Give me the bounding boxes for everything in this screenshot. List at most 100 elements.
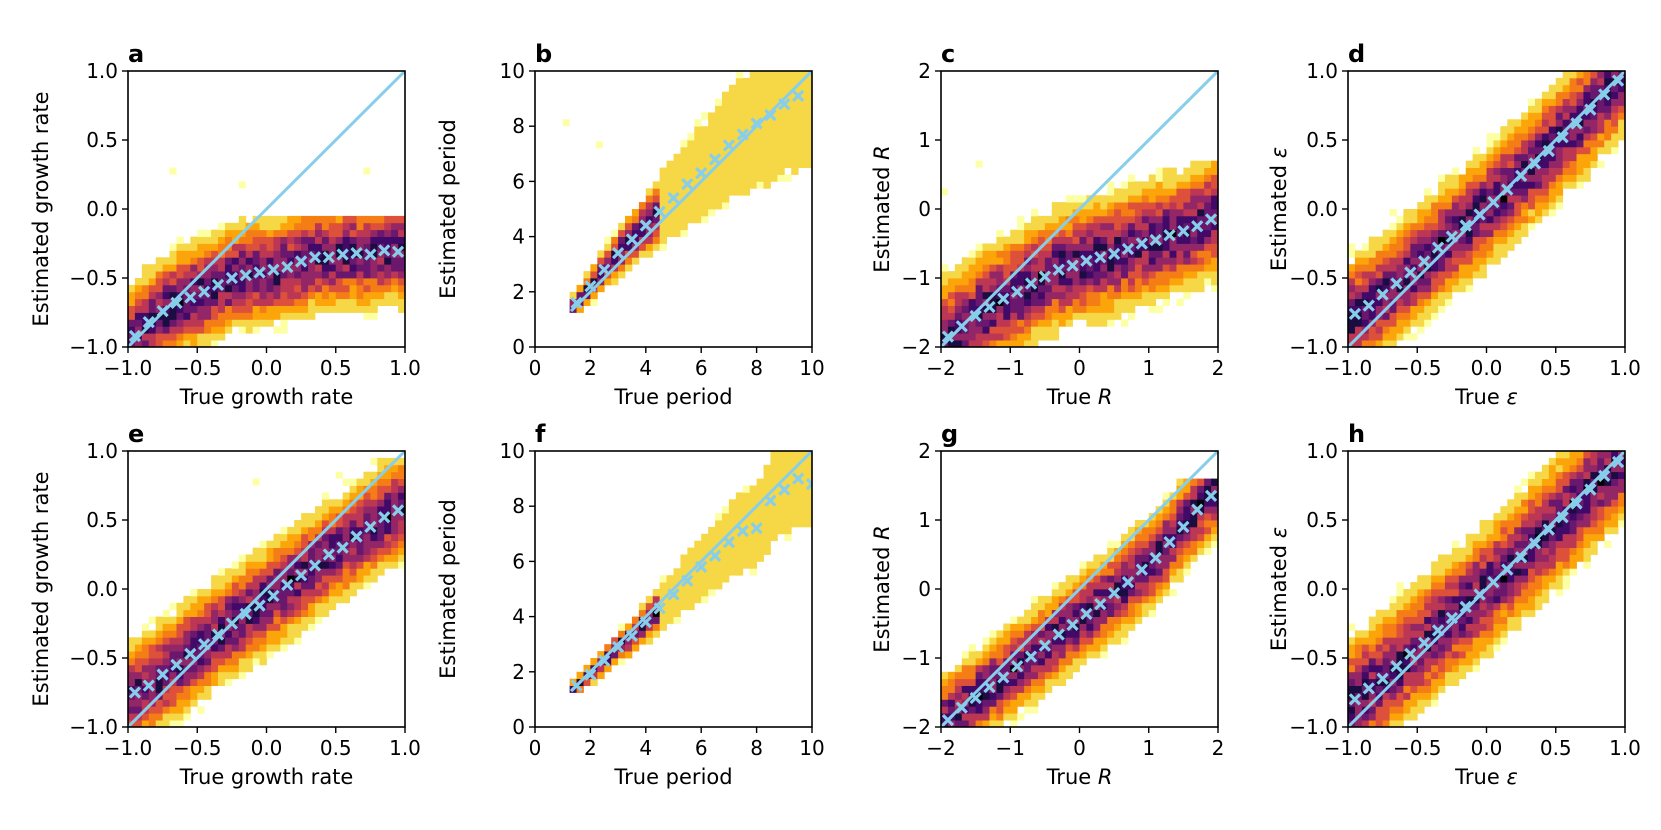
heatmap-cell xyxy=(968,706,977,714)
heatmap-cell xyxy=(1451,174,1460,182)
heatmap-cell xyxy=(1079,236,1087,244)
heatmap-cell xyxy=(1396,644,1404,652)
heatmap-cell xyxy=(1403,236,1411,244)
heatmap-cell xyxy=(1127,595,1136,604)
heatmap-cell xyxy=(1024,243,1032,251)
heatmap-cell xyxy=(1576,153,1584,162)
heatmap-cell xyxy=(1590,506,1598,514)
heatmap-cell xyxy=(1190,195,1198,203)
heatmap-cell xyxy=(1169,222,1177,231)
heatmap-cell xyxy=(1507,222,1515,231)
heatmap-cell xyxy=(218,678,226,686)
heatmap-cell xyxy=(742,540,751,548)
heatmap-cell xyxy=(1190,284,1198,293)
heatmap-cell xyxy=(1396,651,1404,659)
heatmap-cell xyxy=(273,637,281,645)
heatmap-cell xyxy=(1003,685,1011,693)
heatmap-cell xyxy=(645,188,654,196)
heatmap-cell xyxy=(162,257,170,265)
heatmap-cell xyxy=(1086,589,1094,597)
heatmap-cell xyxy=(287,222,295,231)
heatmap-cell xyxy=(231,312,240,320)
heatmap-cell xyxy=(1458,595,1467,604)
heatmap-cell xyxy=(1438,561,1446,569)
heatmap-cell xyxy=(1576,478,1584,486)
heatmap-cell xyxy=(728,98,737,106)
heatmap-cell xyxy=(1361,637,1370,645)
heatmap-cell xyxy=(370,506,378,514)
heatmap-cell xyxy=(280,547,288,555)
heatmap-cell xyxy=(252,568,260,576)
heatmap-cell xyxy=(1058,202,1067,210)
heatmap-cell xyxy=(1528,589,1536,597)
heatmap-cell xyxy=(314,554,323,562)
heatmap-cell xyxy=(218,243,226,251)
heatmap-cell xyxy=(1176,492,1184,500)
heatmap-cell xyxy=(798,506,806,514)
heatmap-cell xyxy=(742,520,751,528)
heatmap-cell xyxy=(961,678,970,686)
mean-marker xyxy=(1570,497,1583,510)
heatmap-cell xyxy=(328,298,337,306)
heatmap-cell xyxy=(1465,160,1474,168)
heatmap-cell xyxy=(1197,250,1205,258)
heatmap-cell xyxy=(252,602,260,611)
heatmap-cell xyxy=(1348,264,1356,272)
heatmap-cell xyxy=(1611,146,1619,155)
heatmap-cell xyxy=(1079,209,1087,217)
heatmap-cell xyxy=(1424,222,1432,231)
heatmap-cell xyxy=(1424,595,1432,604)
heatmap-cell xyxy=(1562,451,1570,459)
heatmap-cell xyxy=(1051,326,1060,334)
heatmap-cell xyxy=(1010,713,1018,721)
heatmap-cell xyxy=(715,195,723,203)
heatmap-cell xyxy=(590,658,598,666)
heatmap-cell xyxy=(1528,609,1536,617)
heatmap-cell xyxy=(1037,236,1046,244)
heatmap-cell xyxy=(742,112,751,120)
y-tick-label: 0.0 xyxy=(86,577,118,601)
heatmap-cell xyxy=(1604,126,1612,134)
heatmap-cell xyxy=(1010,644,1018,652)
heatmap-cell xyxy=(1576,167,1584,175)
heatmap-cell xyxy=(259,609,267,617)
heatmap-cell xyxy=(204,271,212,279)
heatmap-cell xyxy=(342,305,350,313)
heatmap-cell xyxy=(1017,637,1025,645)
heatmap-cell xyxy=(1534,506,1543,514)
heatmap-cell xyxy=(1534,133,1543,141)
heatmap-cell xyxy=(777,464,785,473)
heatmap-cell xyxy=(1410,623,1418,631)
heatmap-cell xyxy=(1382,278,1390,286)
heatmap-cell xyxy=(1051,319,1060,327)
heatmap-cell xyxy=(1389,257,1397,265)
heatmap-cell xyxy=(328,595,337,604)
heatmap-cell xyxy=(1024,222,1032,231)
identity-line xyxy=(1348,451,1625,727)
heatmap-cell xyxy=(1500,609,1508,617)
heatmap-cell xyxy=(721,126,730,134)
heatmap-cell xyxy=(1444,568,1453,576)
heatmap-cell xyxy=(652,195,661,203)
heatmap-cell xyxy=(777,526,785,535)
heatmap-cell xyxy=(1211,202,1218,210)
heatmap-cell xyxy=(363,298,371,306)
heatmap-cell xyxy=(183,609,191,617)
heatmap-cell xyxy=(1472,658,1480,666)
heatmap-cell xyxy=(1472,561,1480,569)
heatmap-cell xyxy=(1604,146,1612,155)
heatmap-cell xyxy=(1507,119,1515,127)
heatmap-cell xyxy=(1486,250,1494,258)
heatmap-cell xyxy=(1051,630,1060,638)
heatmap-cell xyxy=(742,167,751,175)
heatmap-cell xyxy=(1548,464,1557,473)
heatmap-cell xyxy=(1183,291,1191,300)
heatmap-cell xyxy=(245,644,254,652)
heatmap-cell xyxy=(287,312,295,320)
heatmap-cell xyxy=(1114,229,1122,237)
heatmap-cell xyxy=(1031,209,1039,217)
heatmap-cell xyxy=(961,264,970,272)
heatmap-cell xyxy=(1176,513,1184,521)
heatmap-cell xyxy=(259,595,267,604)
